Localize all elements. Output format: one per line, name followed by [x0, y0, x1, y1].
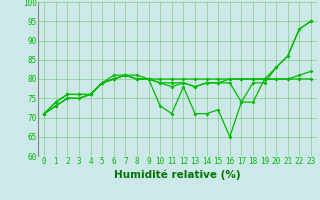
X-axis label: Humidité relative (%): Humidité relative (%) [114, 169, 241, 180]
